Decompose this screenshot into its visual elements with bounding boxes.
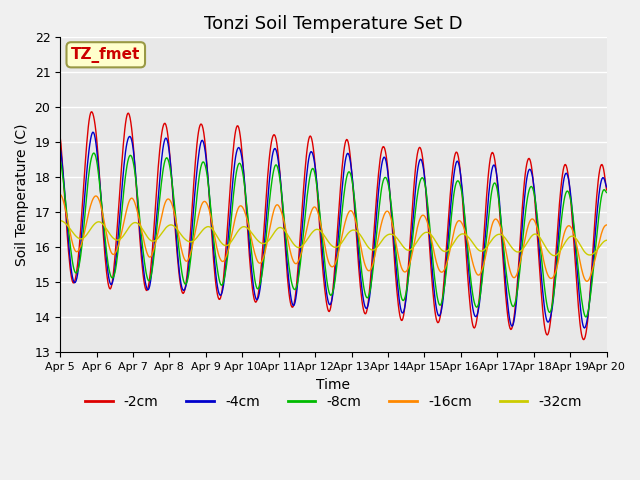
Title: Tonzi Soil Temperature Set D: Tonzi Soil Temperature Set D [204,15,463,33]
X-axis label: Time: Time [316,377,350,392]
Text: TZ_fmet: TZ_fmet [71,47,140,63]
Y-axis label: Soil Temperature (C): Soil Temperature (C) [15,123,29,266]
Legend: -2cm, -4cm, -8cm, -16cm, -32cm: -2cm, -4cm, -8cm, -16cm, -32cm [79,389,588,415]
